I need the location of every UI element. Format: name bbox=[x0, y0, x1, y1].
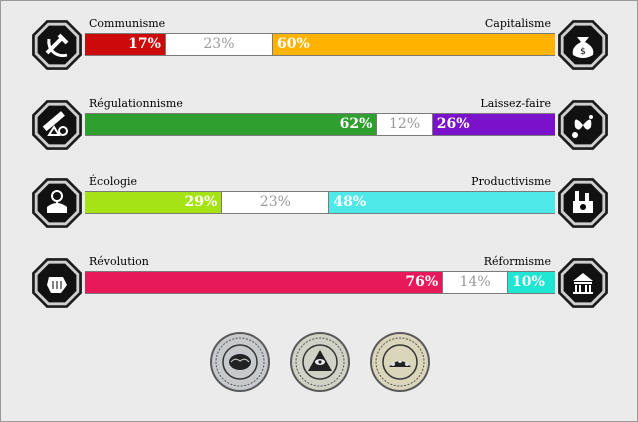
axis-bar: 76% 14% 10% bbox=[85, 271, 555, 294]
hammer-sickle-icon bbox=[29, 17, 85, 73]
eye-pyramid-seal-icon[interactable] bbox=[289, 331, 351, 393]
factory-icon bbox=[555, 175, 611, 231]
neutral-percentage: 12% bbox=[376, 114, 433, 135]
axis-left-label: Régulationnisme bbox=[89, 97, 183, 110]
crowd-seal-icon[interactable] bbox=[369, 331, 431, 393]
left-percentage: 17% bbox=[85, 34, 165, 55]
axis-right-label: Laissez-faire bbox=[480, 97, 551, 110]
right-percentage: 26% bbox=[432, 114, 555, 135]
axis-economy: Communisme Capitalisme 17% 23% 60% $ bbox=[29, 17, 611, 77]
right-percentage: 48% bbox=[329, 192, 555, 213]
axis-left-label: Révolution bbox=[89, 255, 149, 268]
axis-left-label: Communisme bbox=[89, 17, 166, 30]
neutral-percentage: 23% bbox=[164, 34, 273, 55]
left-percentage: 62% bbox=[85, 114, 377, 135]
left-percentage: 29% bbox=[85, 192, 222, 213]
neutral-percentage: 23% bbox=[221, 192, 330, 213]
ruler-shapes-icon bbox=[29, 97, 85, 153]
money-bag-icon: $ bbox=[555, 17, 611, 73]
axis-right-label: Capitalisme bbox=[484, 17, 551, 30]
brain-seal-icon[interactable] bbox=[209, 331, 271, 393]
svg-text:$: $ bbox=[580, 47, 586, 57]
axis-bar: 29% 23% 48% bbox=[85, 191, 555, 214]
axis-bar: 62% 12% 26% bbox=[85, 113, 555, 136]
fist-icon bbox=[29, 255, 85, 311]
left-percentage: 76% bbox=[85, 272, 443, 293]
butterflies-icon bbox=[555, 97, 611, 153]
axis-left-label: Écologie bbox=[89, 175, 138, 188]
right-percentage: 10% bbox=[507, 272, 555, 293]
axis-regulation: Régulationnisme Laissez-faire 62% 12% 26… bbox=[29, 97, 611, 157]
parliament-icon bbox=[555, 255, 611, 311]
axis-revolution: Révolution Réformisme 76% 14% 10% bbox=[29, 255, 611, 315]
axis-bar: 17% 23% 60% bbox=[85, 33, 555, 56]
flower-hand-icon bbox=[29, 175, 85, 231]
right-percentage: 60% bbox=[272, 34, 555, 55]
axis-ecology: Écologie Productivisme 29% 23% 48% bbox=[29, 175, 611, 235]
axis-right-label: Productivisme bbox=[471, 175, 551, 188]
axis-right-label: Réformisme bbox=[483, 255, 551, 268]
neutral-percentage: 14% bbox=[442, 272, 508, 293]
achievement-seals bbox=[209, 331, 433, 393]
